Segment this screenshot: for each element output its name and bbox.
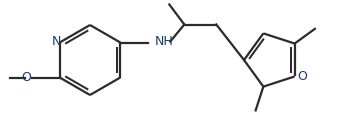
- Text: O: O: [21, 71, 31, 84]
- Text: NH: NH: [154, 35, 173, 48]
- Text: N: N: [52, 35, 62, 48]
- Text: O: O: [298, 70, 307, 83]
